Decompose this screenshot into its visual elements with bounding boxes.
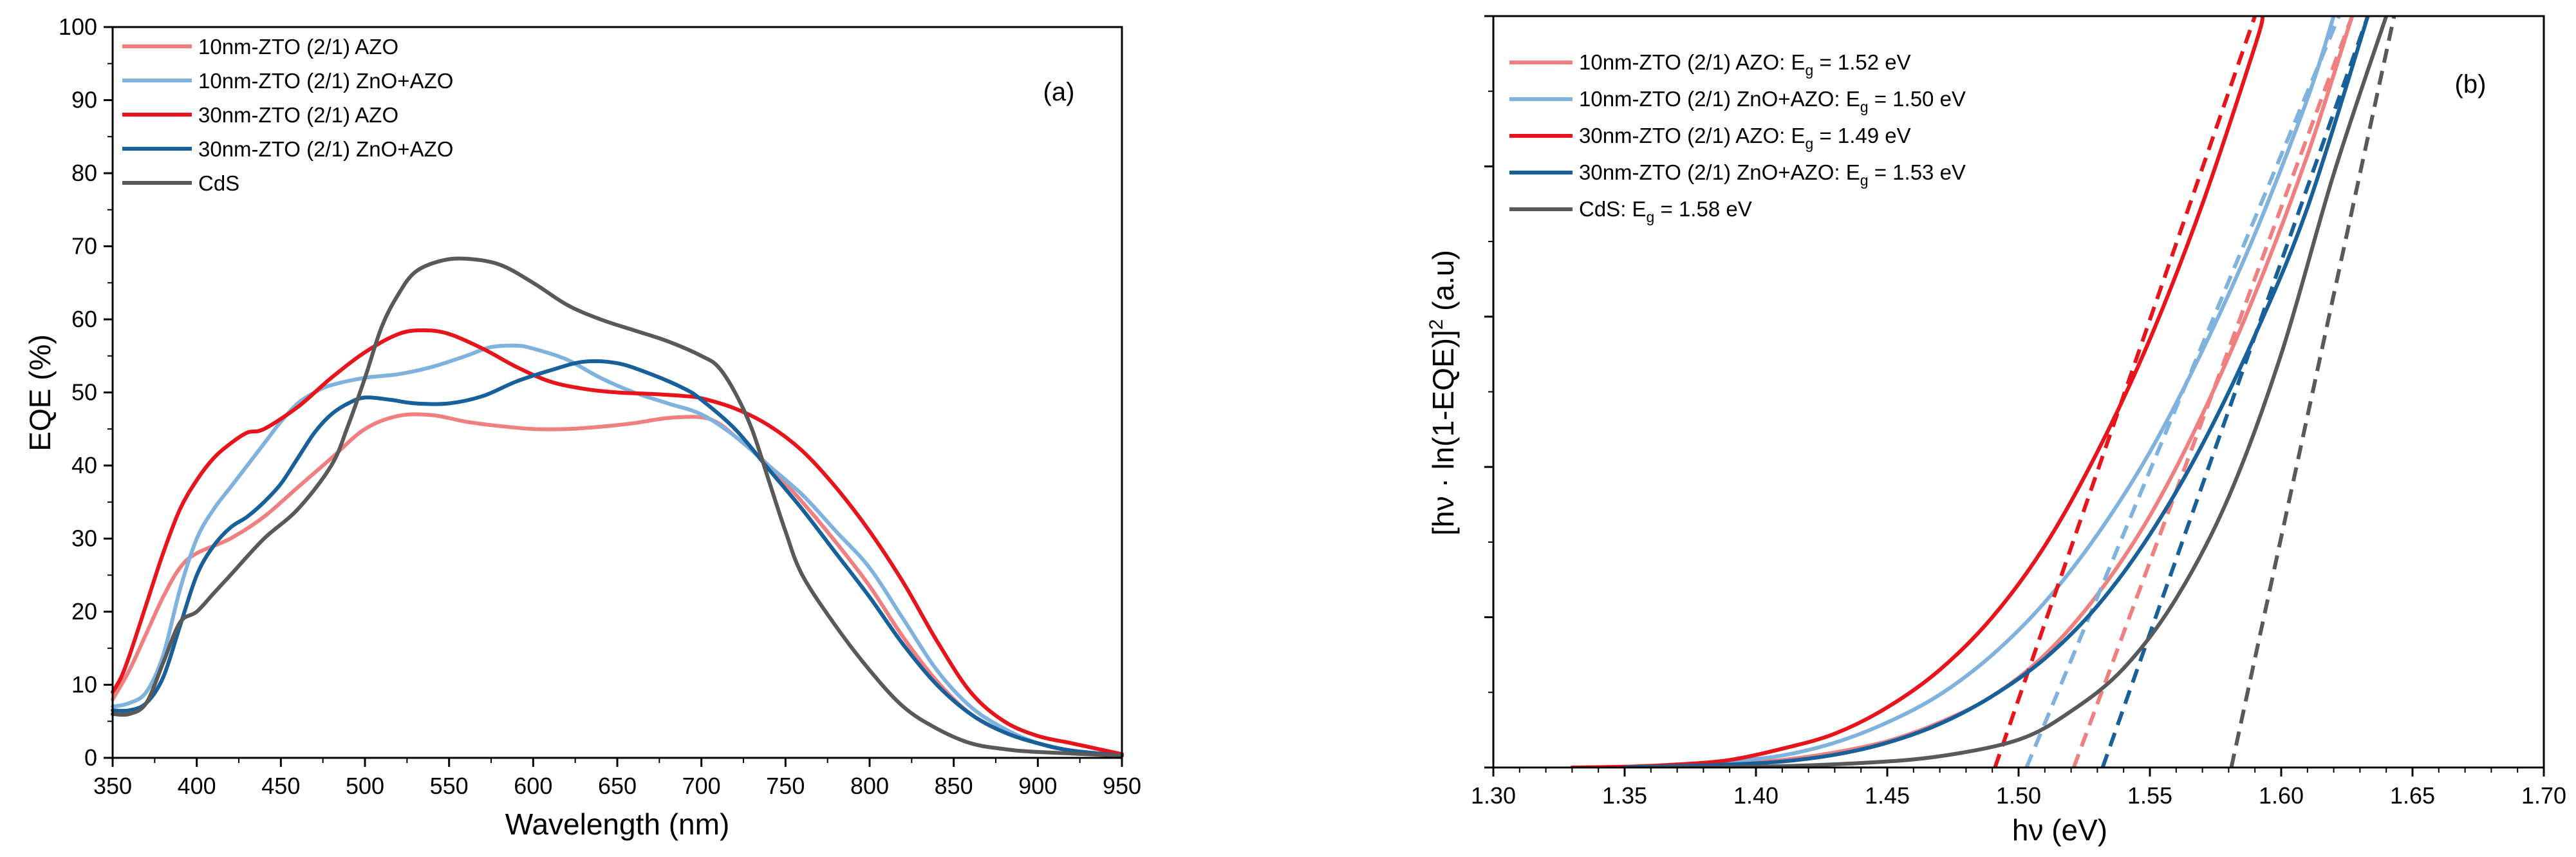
panel-a-y-tick-label: 40 bbox=[71, 452, 97, 478]
panel-b-legend-label-4: CdS: Eg = 1.58 eV bbox=[1579, 197, 1752, 225]
panel-a-series-line-2 bbox=[111, 328, 1124, 757]
panel-a-y-tick-label: 10 bbox=[71, 672, 97, 698]
legend-item: 10nm-ZTO (2/1) ZnO+AZO bbox=[122, 69, 453, 93]
legend-item: 10nm-ZTO (2/1) AZO: Eg = 1.52 eV bbox=[1509, 50, 1911, 79]
panel-b-label: (b) bbox=[2455, 70, 2487, 99]
legend-item: CdS: Eg = 1.58 eV bbox=[1509, 197, 1752, 225]
panel-a-y-tick-label: 60 bbox=[71, 306, 97, 332]
panel-b-x-tick-label: 1.40 bbox=[1733, 782, 1778, 809]
panel-a-y-tick-label: 0 bbox=[84, 744, 97, 771]
panel-a-x-tick-label: 800 bbox=[850, 773, 889, 799]
panel-b-x-tick-label: 1.55 bbox=[2127, 782, 2172, 809]
panel-b-series-line-2 bbox=[1570, 16, 2265, 768]
panel-a-x-tick-label: 900 bbox=[1018, 773, 1057, 799]
panel-a-legend: 10nm-ZTO (2/1) AZO 10nm-ZTO (2/1) ZnO+AZ… bbox=[122, 35, 453, 195]
legend-item: 30nm-ZTO (2/1) ZnO+AZO: Eg = 1.53 eV bbox=[1509, 160, 1966, 189]
legend-item: 30nm-ZTO (2/1) AZO bbox=[122, 103, 398, 127]
panel-a-y-ticks: 0 10 20 30 40 50 60 70 80 90 100 bbox=[59, 14, 113, 771]
panel-a-y-tick-label: 100 bbox=[59, 14, 97, 40]
panel-a-x-axis-label: Wavelength (nm) bbox=[505, 807, 730, 841]
panel-a-x-tick-label: 600 bbox=[514, 773, 552, 799]
panel-a-y-tick-label: 90 bbox=[71, 87, 97, 113]
panel-a-x-tick-label: 950 bbox=[1103, 773, 1141, 799]
panel-a-x-tick-label: 400 bbox=[178, 773, 216, 799]
panel-a-legend-label-4: CdS bbox=[198, 171, 239, 195]
panel-a-x-tick-label: 500 bbox=[346, 773, 384, 799]
panel-b-x-tick-label: 1.60 bbox=[2259, 782, 2304, 809]
panel-a-x-tick-label: 550 bbox=[430, 773, 469, 799]
panel-b-legend-label-0: 10nm-ZTO (2/1) AZO: Eg = 1.52 eV bbox=[1579, 50, 1911, 79]
panel-a-series-layer bbox=[111, 256, 1124, 758]
panel-b-legend-label-1: 10nm-ZTO (2/1) ZnO+AZO: Eg = 1.50 eV bbox=[1579, 87, 1966, 115]
panel-b-y-ticks bbox=[1484, 15, 1493, 769]
legend-item: CdS bbox=[122, 171, 239, 195]
panel-a-label: (a) bbox=[1043, 78, 1075, 106]
panel-b-fit-line-3 bbox=[2100, 16, 2370, 768]
panel-b-fit-line-4 bbox=[2229, 16, 2396, 768]
panel-a-y-tick-label: 80 bbox=[71, 160, 97, 186]
panel-a-x-tick-label: 700 bbox=[682, 773, 721, 799]
panel-b-legend: 10nm-ZTO (2/1) AZO: Eg = 1.52 eV 10nm-ZT… bbox=[1509, 50, 1966, 225]
panel-a-x-tick-label: 450 bbox=[261, 773, 300, 799]
panel-b-x-tick-label: 1.30 bbox=[1471, 782, 1516, 809]
panel-a-legend-label-3: 30nm-ZTO (2/1) ZnO+AZO bbox=[198, 137, 453, 161]
panel-a-series-line-0 bbox=[111, 412, 1124, 757]
panel-b-x-tick-label: 1.45 bbox=[1865, 782, 1910, 809]
panel-a-legend-label-0: 10nm-ZTO (2/1) AZO bbox=[198, 35, 398, 59]
panel-b-x-tick-label: 1.65 bbox=[2390, 782, 2435, 809]
panel-a-x-tick-label: 650 bbox=[598, 773, 637, 799]
panel-b-tauc-plot: 1.30 1.35 1.40 1.45 1.50 1.55 1.60 1.65 1.70 (b)… bbox=[1426, 15, 2566, 847]
panel-b-x-axis-label: hν (eV) bbox=[2012, 813, 2107, 847]
panel-a-y-tick-label: 30 bbox=[71, 525, 97, 552]
panel-a-y-axis-label: EQE (%) bbox=[23, 334, 57, 451]
panel-a-y-tick-label: 50 bbox=[71, 379, 97, 406]
panel-a-series-line-3 bbox=[111, 359, 1124, 758]
panel-b-legend-label-2: 30nm-ZTO (2/1) AZO: Eg = 1.49 eV bbox=[1579, 124, 1911, 152]
panel-b-series-line-3 bbox=[1623, 16, 2370, 768]
panel-b-series-line-4 bbox=[1648, 16, 2389, 768]
panel-b-y-axis-label: [hν · ln(1-EQE)]2 (a.u) bbox=[1426, 250, 1460, 536]
legend-item: 30nm-ZTO (2/1) AZO: Eg = 1.49 eV bbox=[1509, 124, 1911, 152]
panel-a-x-tick-label: 750 bbox=[766, 773, 805, 799]
panel-a-series-line-4 bbox=[111, 256, 1124, 758]
panel-b-legend-label-3: 30nm-ZTO (2/1) ZnO+AZO: Eg = 1.53 eV bbox=[1579, 160, 1966, 189]
panel-a-y-tick-label: 20 bbox=[71, 598, 97, 625]
panel-b-x-tick-label: 1.35 bbox=[1602, 782, 1647, 809]
panel-a-series-line-1 bbox=[111, 343, 1124, 758]
panel-a-x-tick-label: 850 bbox=[935, 773, 973, 799]
panel-b-fit-line-1 bbox=[2024, 16, 2341, 768]
legend-item: 30nm-ZTO (2/1) ZnO+AZO bbox=[122, 137, 453, 161]
panel-b-fit-line-2 bbox=[1993, 16, 2257, 768]
panel-b-series-layer bbox=[1570, 16, 2396, 768]
panel-a-eqe-chart: 350 400 450 500 550 600 650 700 750 800 850 900 950 … bbox=[23, 14, 1141, 841]
legend-item: 10nm-ZTO (2/1) ZnO+AZO: Eg = 1.50 eV bbox=[1509, 87, 1966, 115]
panel-b-x-tick-label: 1.50 bbox=[1996, 782, 2041, 809]
panel-a-y-tick-label: 70 bbox=[71, 233, 97, 259]
panel-a-legend-label-1: 10nm-ZTO (2/1) ZnO+AZO bbox=[198, 69, 453, 93]
panel-b-x-ticks: 1.30 1.35 1.40 1.45 1.50 1.55 1.60 1.65 1.70 bbox=[1471, 768, 2566, 809]
panel-a-x-ticks: 350 400 450 500 550 600 650 700 750 800 850 900 950 bbox=[93, 758, 1141, 799]
panel-a-legend-label-2: 30nm-ZTO (2/1) AZO bbox=[198, 103, 398, 127]
panel-b-x-tick-label: 1.70 bbox=[2521, 782, 2566, 809]
panel-a-x-tick-label: 350 bbox=[93, 773, 132, 799]
legend-item: 10nm-ZTO (2/1) AZO bbox=[122, 35, 398, 59]
